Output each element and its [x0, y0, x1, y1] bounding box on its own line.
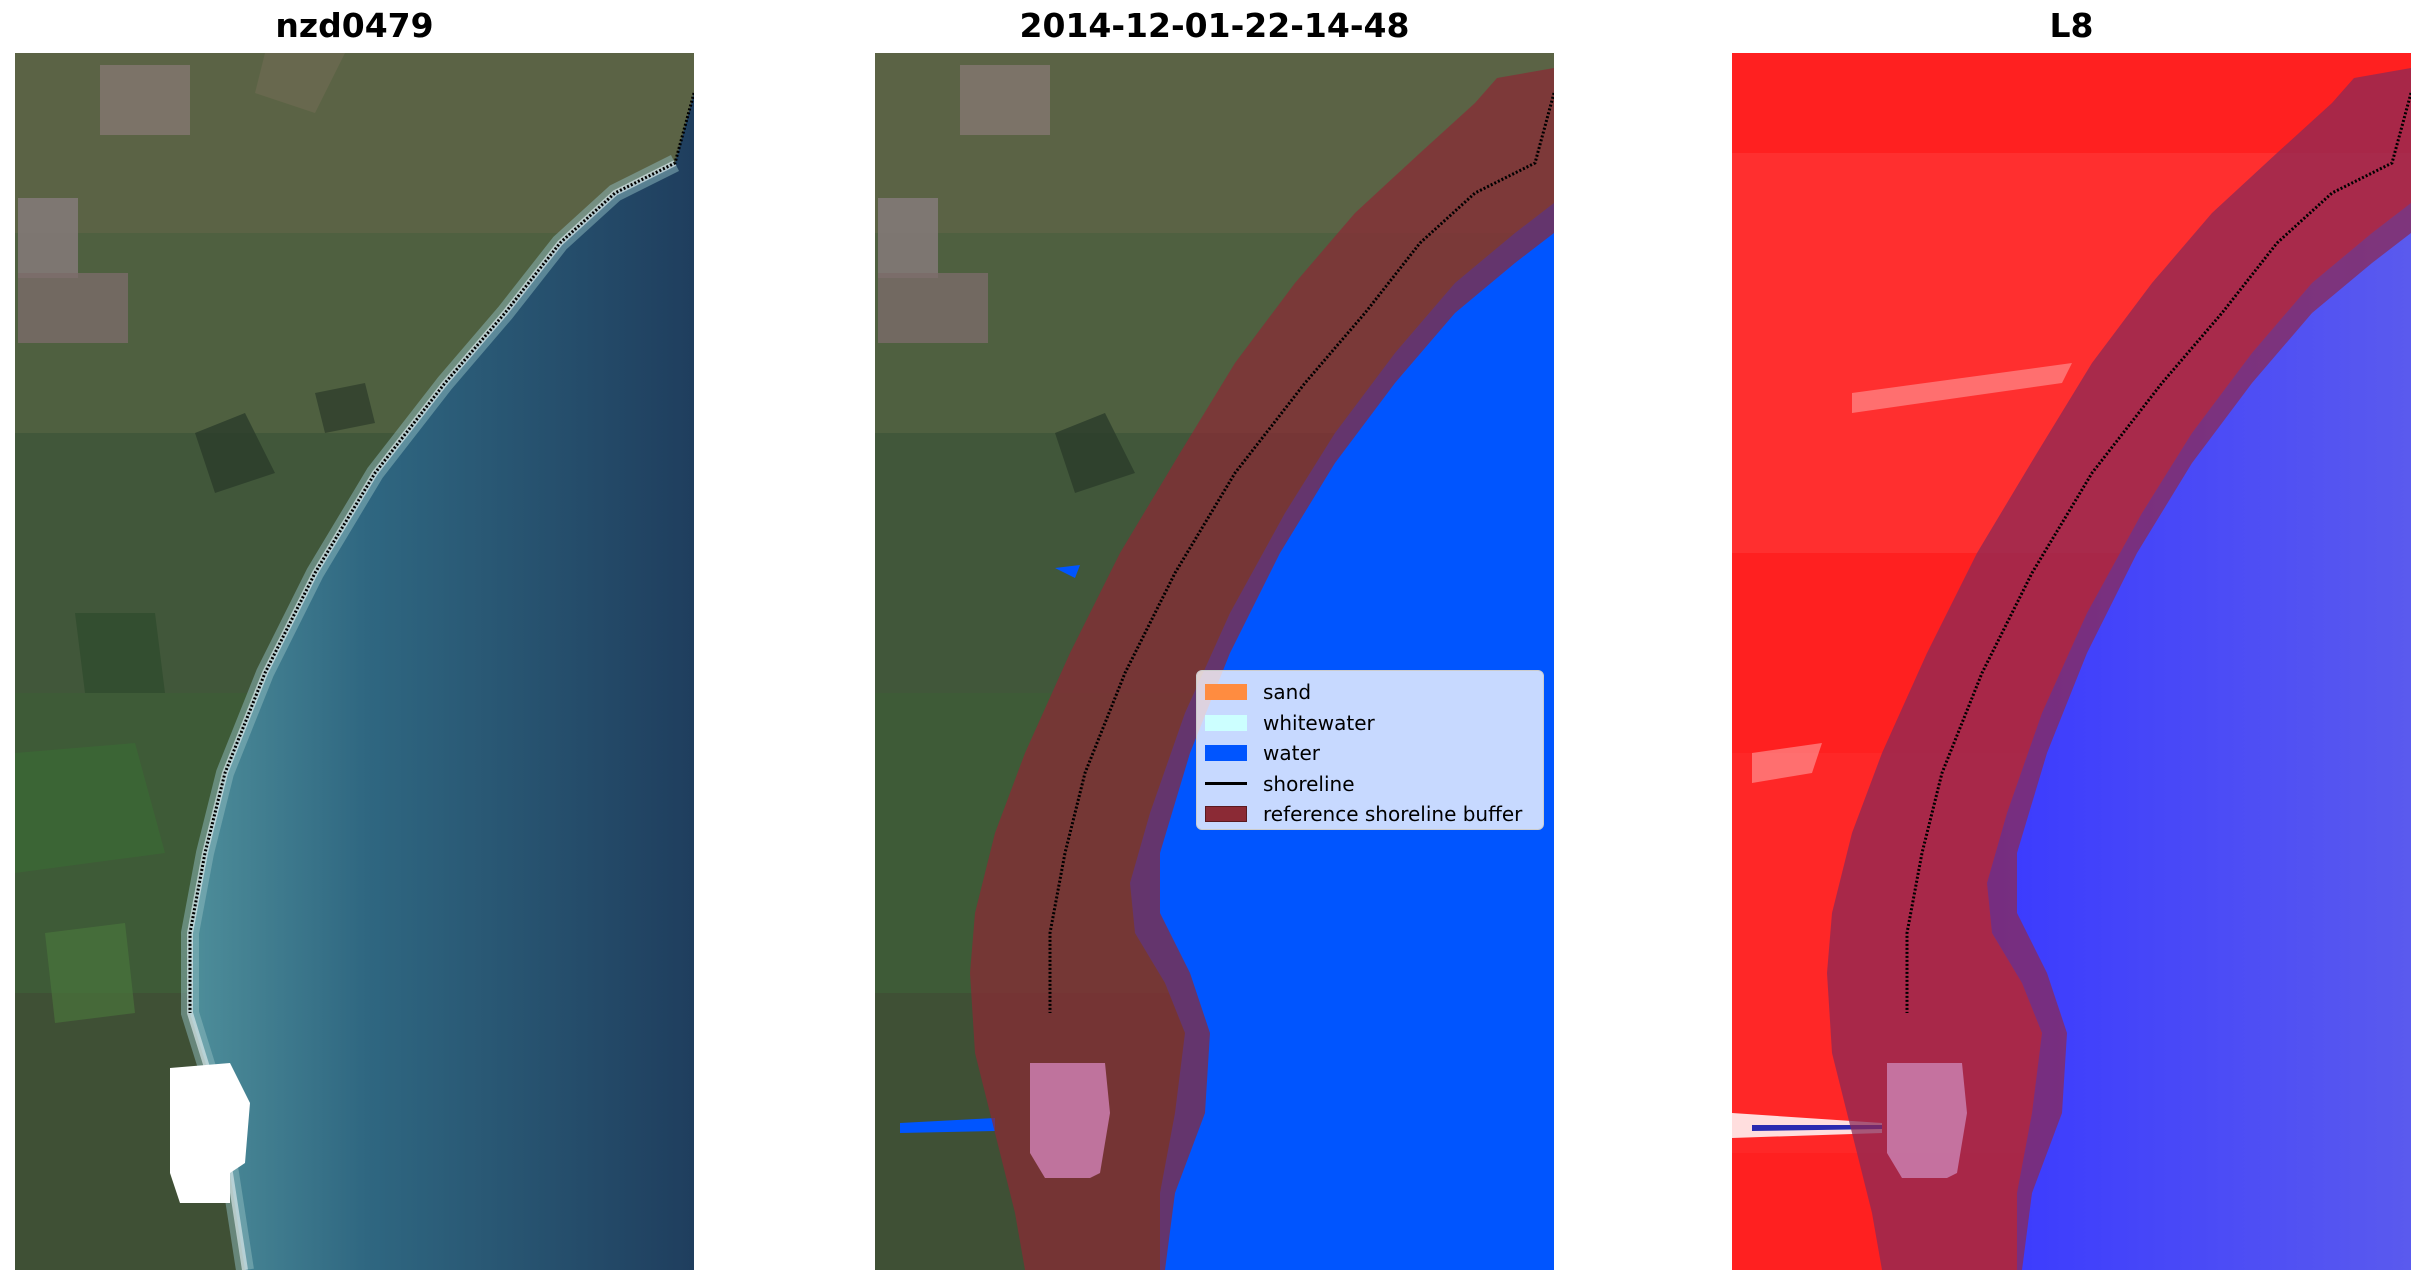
panel-title-index: L8 [2049, 6, 2094, 45]
legend-item-buffer: reference shoreline buffer [1205, 799, 1535, 830]
classified-image [875, 53, 1554, 1270]
sand-swatch [1205, 684, 1247, 701]
classified-image-panel [875, 53, 1554, 1270]
whitewater-swatch [1205, 714, 1247, 731]
reference-shoreline-buffer [1827, 68, 2411, 1270]
legend-label: sand [1263, 680, 1312, 705]
reference-shoreline-buffer [970, 68, 1554, 1270]
water-class-pond [1055, 565, 1080, 578]
panel-title-classified: 2014-12-01-22-14-48 [1019, 6, 1410, 45]
legend: sand whitewater water shoreline referenc… [1196, 670, 1544, 830]
water-swatch [1205, 745, 1247, 762]
legend-label: shoreline [1263, 771, 1355, 796]
index-image-panel [1732, 53, 2411, 1270]
rgb-image-panel [15, 53, 694, 1270]
legend-label: reference shoreline buffer [1263, 802, 1523, 827]
panel-title-rgb: nzd0479 [275, 6, 434, 45]
legend-item-water: water [1205, 738, 1535, 769]
legend-item-whitewater: whitewater [1205, 708, 1535, 739]
rgb-satellite-image [15, 53, 694, 1270]
water-class-inlet [900, 1118, 995, 1133]
legend-item-sand: sand [1205, 677, 1535, 708]
index-image [1732, 53, 2411, 1270]
buffer-swatch [1205, 806, 1247, 823]
legend-label: water [1263, 741, 1320, 766]
legend-label: whitewater [1263, 710, 1375, 735]
shoreline-swatch [1205, 782, 1247, 786]
legend-item-shoreline: shoreline [1205, 769, 1535, 800]
